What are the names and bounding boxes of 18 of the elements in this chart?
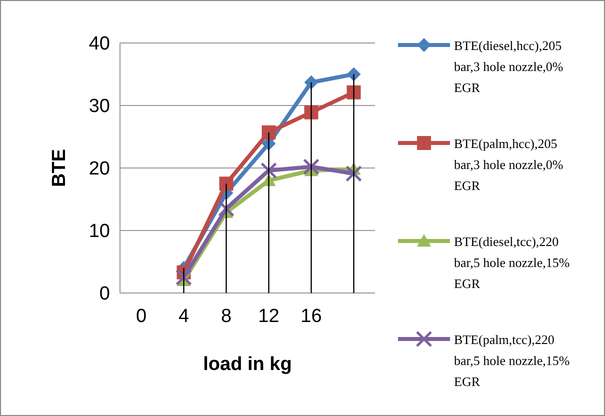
x-tick-label: 8: [220, 306, 232, 327]
x-axis-title: load in kg: [203, 354, 292, 375]
x-tick-label: 16: [300, 306, 322, 327]
y-tick-label: 40: [88, 34, 110, 55]
point: [219, 176, 234, 191]
y-tick-label: 10: [88, 221, 110, 242]
legend-label: BTE(diesel,hcc),205 bar,3 hole nozzle,0% EGR: [454, 38, 564, 95]
x-tick-label: 4: [178, 306, 190, 327]
legend-label: BTE(diesel,tcc),220 bar,5 hole nozzle,15% EGR: [454, 234, 570, 291]
x-tick-label: 0: [136, 306, 147, 327]
y-axis-title: BTE: [49, 149, 70, 187]
legend-label: BTE(palm,hcc),205 bar,3 hole nozzle,0% EGR: [454, 136, 564, 193]
y-tick-label: 30: [88, 96, 110, 118]
point: [262, 125, 276, 140]
y-tick-label: 0: [99, 284, 110, 305]
y-tick-label: 20: [88, 158, 110, 180]
x-tick-label: 12: [258, 306, 280, 327]
legend-label: BTE(palm,tcc),220 bar,5 hole nozzle,15% EGR: [454, 332, 570, 389]
